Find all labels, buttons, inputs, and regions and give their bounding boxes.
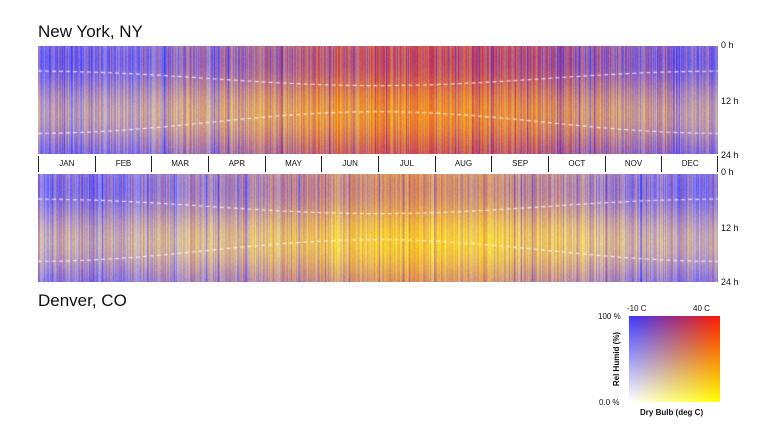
hour-tick-12h: 12 h [721, 96, 739, 106]
legend-y-max: 100 % [598, 312, 621, 321]
month-label-aug: AUG [434, 156, 492, 172]
hour-tick-0h-denver: 0 h [721, 167, 734, 177]
legend-x-max: 40 C [693, 304, 710, 313]
legend-y-min: 0.0 % [599, 398, 620, 407]
month-label-nov: NOV [604, 156, 662, 172]
chart-title-denver: Denver, CO [38, 291, 127, 310]
month-label-dec: DEC [661, 156, 718, 172]
chart-title-new-york: New York, NY [38, 22, 143, 41]
legend-x-label: Dry Bulb (deg C) [640, 408, 704, 417]
month-label-mar: MAR [151, 156, 208, 172]
month-axis: JAN FEB MAR APR MAY JUN JUL AUG SEP OCT NOV DEC [38, 156, 718, 172]
hour-tick-24h-denver: 24 h [721, 277, 739, 287]
month-label-apr: APR [208, 156, 265, 172]
heatmap-denver [38, 174, 718, 282]
legend-x-min: -10 C [627, 304, 647, 313]
month-label-oct: OCT [548, 156, 605, 172]
hour-tick-12h-denver: 12 h [721, 223, 739, 233]
month-label-sep: SEP [491, 156, 548, 172]
color-legend [629, 316, 720, 402]
hour-tick-24h: 24 h [721, 150, 739, 160]
month-axis-end [717, 156, 718, 172]
month-label-jun: JUN [321, 156, 378, 172]
legend-y-label: Rel Humid (%) [612, 331, 621, 387]
month-label-may: MAY [264, 156, 322, 172]
hour-tick-0h: 0 h [721, 40, 734, 50]
month-label-feb: FEB [94, 156, 152, 172]
month-label-jul: JUL [378, 156, 435, 172]
month-label-jan: JAN [38, 156, 95, 172]
heatmap-new-york [38, 46, 718, 154]
